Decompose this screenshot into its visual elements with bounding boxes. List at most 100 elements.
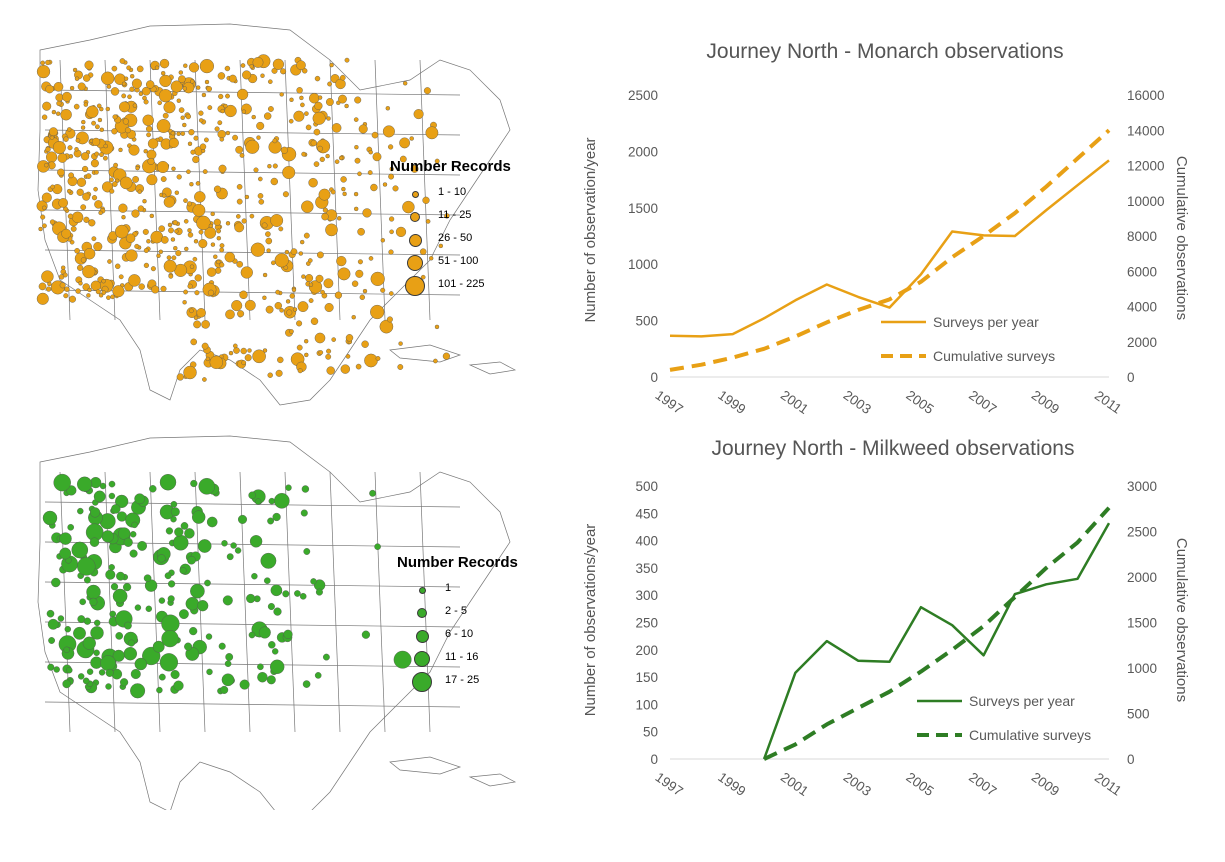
observation-dot: [101, 530, 114, 543]
observation-dot: [257, 176, 263, 182]
observation-dot: [112, 649, 125, 662]
y2-tick-label: 1500: [1127, 616, 1157, 631]
observation-dot: [309, 92, 320, 104]
observation-dot: [317, 145, 323, 152]
observation-dot: [86, 584, 101, 600]
observation-dot: [224, 65, 231, 72]
x-tick-label: 2003: [841, 769, 874, 799]
observation-dot: [301, 151, 307, 157]
observation-dot: [228, 350, 234, 356]
observation-dot: [368, 149, 373, 155]
observation-dot: [192, 155, 200, 164]
milkweed-observations-chart: Journey North - Milkweed observations Nu…: [582, 437, 1190, 799]
observation-dot: [272, 163, 278, 169]
observation-dot: [267, 517, 275, 525]
observation-dot: [434, 158, 440, 164]
legend-label: 1: [445, 582, 452, 594]
observation-dot: [152, 640, 165, 653]
observation-dot: [61, 265, 66, 270]
observation-dot: [304, 352, 309, 358]
y2-tick-label: 0: [1127, 752, 1135, 767]
observation-dot: [388, 291, 394, 296]
observation-dot: [294, 590, 301, 597]
observation-dot: [252, 57, 264, 68]
observation-dot: [91, 137, 101, 147]
observation-dot: [118, 274, 124, 280]
observation-dot: [433, 358, 438, 364]
observation-dot: [205, 356, 211, 362]
legend-symbol: [411, 190, 419, 198]
observation-dot: [160, 285, 167, 292]
observation-dot: [143, 262, 150, 269]
observation-dot: [218, 642, 226, 650]
observation-dot: [103, 143, 108, 149]
observation-dot: [289, 329, 294, 334]
observation-dot: [158, 249, 164, 255]
legend-entry: 101 - 225: [390, 275, 511, 298]
milkweed-map: Number Records 1 2 - 5 6 - 10 11 - 16 17…: [30, 432, 535, 810]
surveys-per-year-line: [669, 159, 1110, 338]
observation-dot: [164, 572, 172, 580]
observation-dot: [130, 668, 141, 679]
observation-dot: [282, 165, 296, 179]
observation-dot: [51, 577, 61, 588]
observation-dot: [128, 144, 140, 156]
observation-dot: [83, 617, 92, 625]
observation-dot: [193, 135, 199, 141]
chart-legend: Surveys per year Cumulative surveys: [917, 693, 1091, 743]
observation-dot: [268, 497, 276, 505]
x-tick-label: 1999: [715, 769, 748, 799]
observation-dot: [331, 123, 342, 133]
observation-dot: [149, 213, 155, 219]
observation-dot: [225, 221, 231, 226]
observation-dot: [267, 163, 272, 169]
observation-dot: [270, 177, 279, 186]
observation-dot: [89, 537, 100, 547]
observation-dot: [42, 205, 47, 211]
monarch-map: Number Records 1 - 10 11 - 25 26 - 50 51…: [30, 20, 535, 410]
observation-dot: [194, 290, 200, 296]
observation-dot: [213, 254, 218, 259]
y-tick-label: 2000: [628, 144, 658, 159]
observation-dot: [51, 109, 57, 115]
y-tick-label: 500: [635, 479, 658, 494]
observation-dot: [82, 192, 91, 201]
observation-dot: [241, 218, 247, 224]
observation-dot: [183, 289, 189, 295]
observation-dot: [74, 247, 80, 254]
observation-dot: [146, 132, 152, 138]
observation-dot: [260, 73, 265, 78]
observation-dot: [46, 609, 55, 618]
observation-dot: [224, 660, 232, 667]
observation-dot: [72, 67, 78, 73]
observation-dot: [248, 631, 256, 639]
observation-dot: [314, 75, 321, 82]
observation-dot: [178, 75, 186, 83]
observation-dot: [182, 122, 187, 128]
observation-dot: [296, 344, 303, 351]
legend-label: 11 - 16: [445, 651, 479, 663]
observation-dot: [263, 577, 271, 584]
observation-dot: [192, 256, 198, 262]
observation-dot: [354, 144, 359, 150]
observation-dot: [105, 683, 112, 690]
observation-dot: [344, 103, 349, 109]
y-axis-label: Number of observations/year: [582, 524, 599, 717]
y2-tick-label: 10000: [1127, 194, 1165, 209]
observation-dot: [301, 200, 314, 213]
observation-dot: [170, 130, 176, 136]
observation-dot: [78, 281, 83, 286]
observation-dot: [228, 74, 237, 83]
legend-label: 101 - 225: [438, 278, 485, 290]
observation-dot: [146, 239, 151, 244]
observation-dot: [82, 636, 96, 650]
milkweed-map-legend: Number Records 1 2 - 5 6 - 10 11 - 16 17…: [397, 554, 518, 694]
observation-dot: [325, 353, 332, 360]
observation-dot: [355, 269, 364, 278]
observation-dot: [274, 253, 289, 268]
legend-label: Cumulative surveys: [933, 348, 1055, 364]
legend-label: 51 - 100: [438, 255, 479, 267]
observation-dot: [198, 229, 204, 235]
observation-dot: [316, 251, 324, 259]
observation-dot: [290, 248, 298, 255]
